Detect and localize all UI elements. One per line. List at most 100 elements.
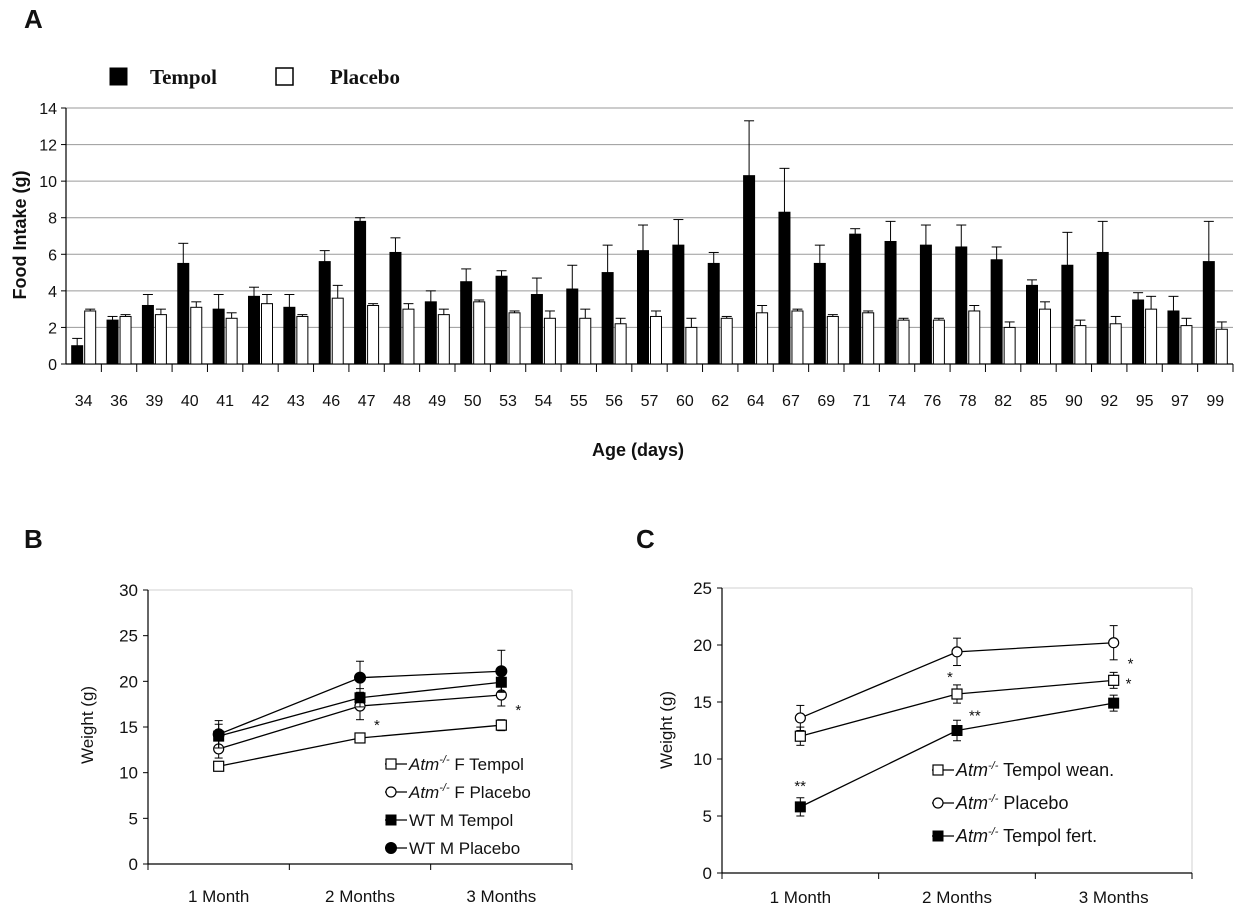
chart-b-legend-marker [385,814,397,826]
chart-a-bar-placebo [261,303,273,365]
chart-c-y-tick-label: 20 [693,636,712,655]
chart-c-y-tick-label: 10 [693,750,712,769]
panel-label-b: B [24,524,43,554]
chart-a-bar-tempol [460,281,473,365]
chart-a-bar-placebo [614,323,627,365]
chart-a-bar-placebo [473,301,486,365]
chart-b-legend-marker [385,842,397,854]
chart-a-x-tick-label: 92 [1100,393,1118,410]
chart-c-data-point [1108,697,1120,709]
chart-c-series-line [800,702,1114,808]
chart-c-data-point [951,725,963,736]
chart-a: Food Intake (g) Age (days) Tempol Placeb… [10,65,1234,460]
chart-a-bar-placebo [1039,308,1051,365]
chart-a-bar-tempol [71,345,84,365]
chart-a-bar-placebo [932,319,945,365]
chart-a-bar-placebo [756,312,769,365]
chart-a-bar-tempol [743,175,756,365]
chart-a-y-tick-label: 4 [48,284,57,301]
chart-a-bar-tempol [601,272,614,365]
panel-label-c: C [636,524,655,554]
chart-c-significance-star: ** [794,778,806,795]
chart-a-y-tick-label: 12 [39,138,57,155]
chart-b-legend-marker [385,786,397,798]
chart-c-data-point [1108,637,1120,649]
chart-b-data-point [213,760,225,772]
chart-a-x-tick-label: 82 [994,393,1012,410]
chart-a-bar-tempol [707,262,720,365]
chart-c-data-point [794,712,806,724]
chart-a-bar-tempol [248,295,260,365]
chart-c-significance-star: * [947,669,953,686]
chart-a-bar-placebo [862,312,875,365]
chart-c-significance-star: ** [969,708,981,725]
chart-a-x-tick-label: 48 [393,393,411,410]
chart-a-bar-placebo [225,317,238,365]
chart-a-bar-placebo [791,310,804,365]
chart-a-y-tick-label: 10 [39,174,57,191]
chart-c-x-tick-label: 3 Months [1079,888,1149,907]
chart-a-x-tick-label: 41 [216,393,234,410]
chart-a-bar-placebo [720,317,733,365]
chart-a-bar-tempol [813,262,826,365]
chart-a-y-tick-label: 8 [48,211,57,228]
chart-a-bar-tempol [177,262,190,365]
chart-c-data-point [794,801,806,813]
chart-a-bar-tempol [990,259,1003,365]
chart-a-bar-tempol [884,240,897,365]
chart-a-x-tick-label: 85 [1030,393,1048,410]
chart-a-x-tick-label: 40 [181,393,199,410]
chart-a-x-tick-label: 54 [535,393,553,410]
chart-a-bar-placebo [119,315,132,365]
chart-b-x-tick-label: 3 Months [466,887,536,906]
chart-b-data-point [495,719,507,731]
chart-a-bar-placebo [402,308,415,365]
chart-b-legend-label: WT M Tempol [409,811,513,830]
chart-a-x-tick-label: 71 [853,393,871,410]
chart-a-y-axis-title: Food Intake (g) [10,171,30,300]
chart-a-bar-placebo [1003,326,1016,365]
chart-a-bar-placebo [826,315,839,365]
chart-b-significance-star: * [515,702,521,719]
chart-c-significance-star: * [1126,675,1132,692]
chart-a-x-tick-label: 78 [959,393,977,410]
chart-a-bar-placebo [367,304,380,365]
chart-a-x-tick-label: 62 [711,393,729,410]
legend-placebo-label: Placebo [330,65,400,89]
chart-c-legend-marker [932,797,944,809]
chart-c-legend-label: Atm-/- Tempol wean. [955,760,1114,780]
chart-a-x-tick-label: 39 [146,393,164,410]
chart-a-bar-tempol [1026,284,1038,365]
chart-a-bar-tempol [849,233,862,365]
chart-b-legend-label: Atm-/- F Placebo [408,782,531,802]
chart-c-data-point [794,730,806,742]
chart-b-y-tick-label: 5 [129,809,138,828]
chart-a-bar-placebo [1180,325,1193,365]
chart-a-x-tick-label: 95 [1136,393,1154,410]
chart-a-x-tick-label: 50 [464,393,482,410]
chart-b-y-tick-label: 15 [119,718,138,737]
chart-a-bar-placebo [543,317,556,365]
chart-c-y-axis-title: Weight (g) [657,691,676,769]
chart-c-y-tick-label: 0 [703,864,712,883]
chart-a-x-tick-label: 34 [75,393,93,410]
chart-a-bar-tempol [318,261,331,365]
chart-a-bar-placebo [579,317,592,365]
chart-a-x-tick-label: 53 [499,393,517,410]
chart-b-significance-star: * [374,717,380,734]
chart-a-bar-placebo [685,326,698,365]
chart-a-x-axis-title: Age (days) [592,440,684,460]
chart-a-bar-placebo [650,315,662,365]
chart-c-legend-marker [932,764,944,776]
chart-a-bar-tempol [637,250,649,365]
chart-a-bar-placebo [1074,325,1087,365]
chart-a-x-tick-label: 67 [782,393,800,410]
chart-a-bar-tempol [424,301,437,365]
chart-a-x-tick-label: 49 [428,393,446,410]
legend-placebo-swatch [275,67,294,86]
chart-a-bar-placebo [437,314,450,365]
chart-c-x-tick-label: 1 Month [770,888,831,907]
chart-a-bar-tempol [495,275,508,365]
chart-a-x-tick-label: 47 [358,393,376,410]
